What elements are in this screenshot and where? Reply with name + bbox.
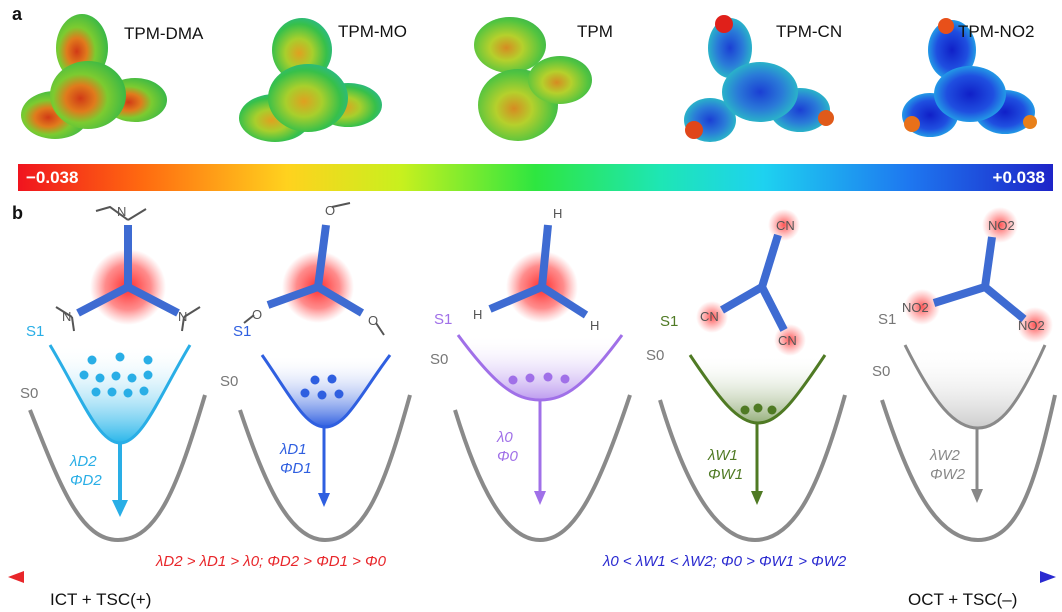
structure-tpm-cn	[696, 209, 806, 356]
substituent-no2-top: NO2	[988, 218, 1015, 233]
emission-label-5: λW2 ΦW2	[930, 446, 965, 484]
energy-diagram	[8, 202, 1057, 583]
substituent-o-right: O	[368, 313, 379, 328]
emission-label-2: λD1 ΦD1	[280, 440, 312, 478]
structure-tpm-dma	[55, 205, 201, 332]
molecule-label-tpm-cn: TPM-CN	[776, 22, 843, 41]
s0-well-2	[238, 394, 412, 543]
phi-label-2: ΦD1	[280, 460, 312, 477]
phi-label-1: ΦD2	[70, 472, 102, 489]
substituent-no2-left: NO2	[902, 300, 929, 315]
lambda-label-2: λD1	[280, 441, 307, 458]
substituent-o-left: O	[252, 307, 263, 322]
lambda-label-5: λW2	[930, 447, 960, 464]
esp-tpm-mo	[239, 18, 382, 142]
colorbar-min-label: −0.038	[26, 168, 79, 187]
substituent-h-left: H	[473, 307, 483, 322]
lambda-label-4: λW1	[708, 447, 738, 464]
molecule-label-tpm: TPM	[577, 22, 613, 41]
esp-tpm	[474, 17, 592, 141]
esp-surfaces	[21, 14, 1037, 142]
s0-well-3	[453, 394, 632, 543]
emission-arrows	[112, 400, 983, 517]
molecule-label-tpm-no2: TPM-NO2	[958, 22, 1035, 41]
left-relation: λD2 > λD1 > λ0; ΦD2 > ΦD1 > Φ0	[156, 553, 386, 570]
phi-label-5: ΦW2	[930, 466, 966, 483]
esp-colorbar: −0.038 +0.038	[18, 164, 1053, 191]
substituent-n-top: N	[117, 204, 127, 219]
substituent-n-left: N	[62, 309, 72, 324]
substituent-cn-right: CN	[778, 333, 797, 348]
right-axis-label: OCT + TSC(–)	[908, 590, 1018, 609]
substituent-no2-right: NO2	[1018, 318, 1045, 333]
structure-tpm	[488, 224, 589, 323]
substituent-cn-left: CN	[700, 309, 719, 324]
s1-label-4: S1	[660, 313, 679, 330]
s0-label-2: S0	[220, 373, 239, 390]
trend-axis	[8, 571, 1056, 583]
excited-state-wells	[48, 334, 1047, 445]
right-relation: λ0 < λW1 < λW2; Φ0 > ΦW1 > ΦW2	[603, 553, 847, 570]
esp-tpm-no2	[902, 18, 1037, 137]
s0-well-1	[28, 394, 207, 543]
ground-state-wells	[28, 394, 1057, 543]
s0-well-5	[880, 394, 1057, 543]
substituent-cn-top: CN	[776, 218, 795, 233]
molecule-label-tpm-dma: TPM-DMA	[124, 24, 204, 43]
s1-label-2: S1	[233, 323, 252, 340]
s1-label-3: S1	[434, 311, 453, 328]
molecule-label-tpm-mo: TPM-MO	[338, 22, 407, 41]
panel-a-letter: a	[12, 4, 23, 24]
s0-label-1: S0	[20, 385, 39, 402]
lambda-label-3: λ0	[497, 429, 513, 446]
substituent-h-right: H	[590, 318, 600, 333]
emission-label-1: λD2 ΦD2	[70, 452, 102, 490]
emission-label-3: λ0 Φ0	[497, 428, 518, 466]
s0-label-5: S0	[872, 363, 891, 380]
emission-label-4: λW1 ΦW1	[708, 446, 743, 484]
colorbar-max-label: +0.038	[992, 168, 1045, 187]
s1-label-5: S1	[878, 311, 897, 328]
s0-label-4: S0	[646, 347, 665, 364]
substituent-n-right: N	[178, 309, 188, 324]
structure-tpm-mo	[243, 202, 385, 336]
esp-tpm-dma	[21, 14, 167, 139]
electron-dots	[79, 352, 777, 415]
s0-label-3: S0	[430, 351, 449, 368]
phi-label-3: Φ0	[497, 448, 518, 465]
substituent-h-top: H	[553, 206, 563, 221]
structure-tpm-no2	[904, 207, 1053, 343]
panel-b-letter: b	[12, 203, 23, 223]
esp-tpm-cn	[684, 15, 834, 142]
s1-label-1: S1	[26, 323, 45, 340]
left-axis-label: ICT + TSC(+)	[50, 590, 152, 609]
substituent-o-top: O	[325, 203, 336, 218]
lambda-label-1: λD2	[70, 453, 97, 470]
phi-label-4: ΦW1	[708, 466, 744, 483]
s0-well-4	[658, 394, 847, 543]
